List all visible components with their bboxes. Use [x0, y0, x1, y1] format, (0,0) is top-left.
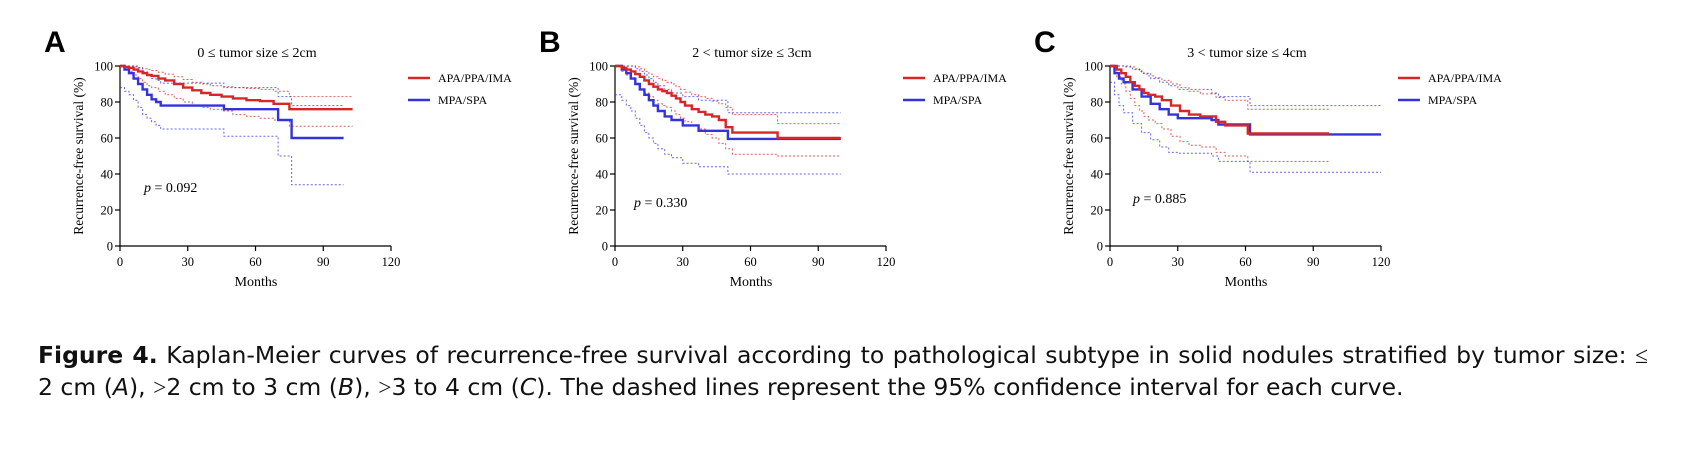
panel-title: 2 < tumor size ≤ 3cm — [692, 46, 812, 61]
legend-label: MPA/SPA — [933, 93, 982, 107]
x-tick-label: 30 — [677, 255, 690, 269]
x-axis-label: Months — [1225, 275, 1268, 290]
caption-text: ). The dashed lines represent the 95% co… — [536, 373, 1404, 401]
x-tick-label: 120 — [382, 255, 401, 269]
y-tick-label: 0 — [1097, 240, 1103, 254]
caption-symbol-gt: > — [378, 375, 392, 401]
y-tick-label: 60 — [1091, 132, 1104, 146]
x-tick-label: 60 — [1239, 255, 1252, 269]
legend-label: MPA/SPA — [438, 93, 487, 107]
x-tick-label: 30 — [182, 255, 195, 269]
y-tick-label: 40 — [101, 168, 114, 182]
panel-title: 3 < tumor size ≤ 4cm — [1187, 46, 1307, 61]
caption-panel-ref-b: B — [337, 373, 355, 401]
caption-text: ), — [354, 373, 379, 401]
y-axis-label: Recurrence-free survival (%) — [71, 77, 86, 234]
survival-curve-mpa-spa — [120, 64, 344, 140]
survival-curve-mpa-spa — [615, 64, 841, 141]
x-tick-label: 120 — [1372, 255, 1391, 269]
legend-label: APA/PPA/IMA — [438, 71, 512, 85]
y-tick-label: 20 — [1091, 204, 1104, 218]
caption-text: Kaplan-Meier curves of recurrence-free s… — [157, 341, 1636, 369]
y-tick-label: 0 — [602, 240, 608, 254]
km-panel-c: C 3 < tumor size ≤ 4cm 0 20 40 60 80 100 0 30 60 90… — [1034, 26, 1502, 290]
x-axis-label: Months — [730, 275, 773, 290]
caption-symbol-gt: > — [153, 375, 167, 401]
x-tick-label: 90 — [317, 255, 330, 269]
panel-letter: B — [539, 26, 561, 59]
y-tick-label: 20 — [101, 204, 114, 218]
ci-lower-line-mpa — [615, 94, 841, 175]
y-tick-label: 100 — [1084, 60, 1103, 74]
x-tick-label: 90 — [812, 255, 825, 269]
survival-curve-apa-ppa-ima — [615, 64, 841, 140]
ci-lower-line-mpa — [1110, 81, 1381, 173]
y-axis-label: Recurrence-free survival (%) — [1061, 77, 1076, 234]
p-value-annotation: p = 0.885 — [1132, 192, 1186, 207]
caption-text: ), — [128, 373, 154, 401]
caption-text: 3 to 4 cm ( — [391, 373, 520, 401]
x-tick-label: 60 — [249, 255, 262, 269]
survival-curve-apa-ppa-ima — [1110, 64, 1330, 135]
x-tick-label: 0 — [1107, 255, 1113, 269]
x-tick-label: 0 — [612, 255, 618, 269]
legend-label: MPA/SPA — [1428, 93, 1477, 107]
x-axis-label: Months — [235, 275, 278, 290]
caption-panel-ref-a: A — [112, 373, 129, 401]
survival-curve-apa-ppa-ima — [120, 64, 353, 111]
ci-upper-line-apa — [615, 65, 841, 125]
y-tick-label: 20 — [596, 204, 609, 218]
caption-text: 2 cm ( — [38, 373, 113, 401]
y-tick-label: 100 — [94, 60, 113, 74]
ci-upper-line-apa — [1110, 65, 1330, 110]
caption-symbol-le: ≤ — [1635, 343, 1648, 369]
p-value-annotation: p = 0.330 — [633, 196, 687, 211]
y-tick-label: 0 — [107, 240, 113, 254]
y-tick-label: 80 — [101, 96, 114, 110]
y-tick-label: 80 — [1091, 96, 1104, 110]
y-tick-label: 100 — [589, 60, 608, 74]
legend-label: APA/PPA/IMA — [1428, 71, 1502, 85]
caption-panel-ref-c: C — [519, 373, 537, 401]
x-tick-label: 120 — [877, 255, 896, 269]
x-tick-label: 0 — [117, 255, 123, 269]
caption-text: 2 cm to 3 cm ( — [166, 373, 338, 401]
p-value-annotation: p = 0.092 — [143, 181, 197, 196]
ci-upper-line-apa — [120, 65, 353, 98]
y-tick-label: 40 — [1091, 168, 1104, 182]
legend-label: APA/PPA/IMA — [933, 71, 1007, 85]
figure-4: A 0 ≤ tumor size ≤ 2cm 0 20 40 60 80 100 0 30 60 90… — [44, 26, 1502, 290]
x-tick-label: 30 — [1172, 255, 1185, 269]
caption-label: Figure 4. — [38, 341, 158, 369]
figure-caption: Figure 4. Kaplan-Meier curves of recurre… — [38, 340, 1648, 404]
y-tick-label: 40 — [596, 168, 609, 182]
ci-upper-line-mpa — [120, 65, 344, 107]
ci-lower-line-mpa — [120, 87, 344, 186]
y-tick-label: 60 — [101, 132, 114, 146]
panel-letter: A — [44, 26, 66, 59]
y-axis-label: Recurrence-free survival (%) — [566, 77, 581, 234]
y-tick-label: 80 — [596, 96, 609, 110]
x-tick-label: 90 — [1307, 255, 1320, 269]
panel-title: 0 ≤ tumor size ≤ 2cm — [197, 46, 316, 61]
ci-upper-line-mpa — [615, 65, 841, 114]
y-tick-label: 60 — [596, 132, 609, 146]
panel-letter: C — [1034, 26, 1056, 59]
ci-upper-line-mpa — [1110, 65, 1381, 107]
km-panel-a: A 0 ≤ tumor size ≤ 2cm 0 20 40 60 80 100 0 30 60 90… — [44, 26, 512, 290]
x-tick-label: 60 — [744, 255, 757, 269]
km-panel-b: B 2 < tumor size ≤ 3cm 0 20 40 60 80 100 0 30 60 90… — [539, 26, 1007, 290]
ci-lower-line-apa — [1110, 65, 1330, 162]
